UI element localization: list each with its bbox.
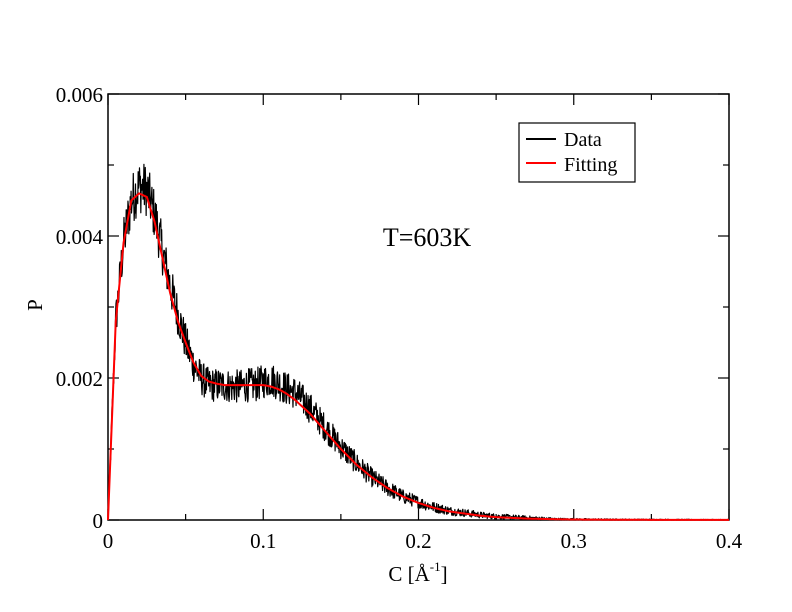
x-tick-label: 0.2 [405,529,431,553]
y-axis-label: P [23,299,47,311]
series-line-fitting [107,192,729,521]
series-layer [107,163,730,521]
y-tick-label: 0.002 [56,367,103,391]
x-axis-label-unit: Å [415,562,431,586]
legend-label-data: Data [564,129,602,151]
y-tick-label: 0.006 [56,83,103,107]
x-tick-label: 0.1 [250,529,276,553]
legend: Data Fitting [518,122,636,183]
x-axis-label-close: ] [441,562,448,586]
x-tick-label: 0.3 [561,529,587,553]
axis-tick-labels: 0 0.1 0.2 0.3 0.4 0 0.002 0.004 0.006 [56,83,743,553]
temperature-annotation: T=603K [383,223,472,252]
x-axis-label-base: C [ [388,562,414,586]
legend-label-fitting: Fitting [564,154,617,176]
x-axis-label: C [Å-1] [388,559,447,586]
x-axis-label-exponent: -1 [430,559,441,574]
legend-box [518,122,636,183]
y-tick-label: 0.004 [56,225,104,249]
x-tick-label: 0.4 [716,529,743,553]
x-tick-label: 0 [103,529,114,553]
y-tick-label: 0 [93,509,104,533]
